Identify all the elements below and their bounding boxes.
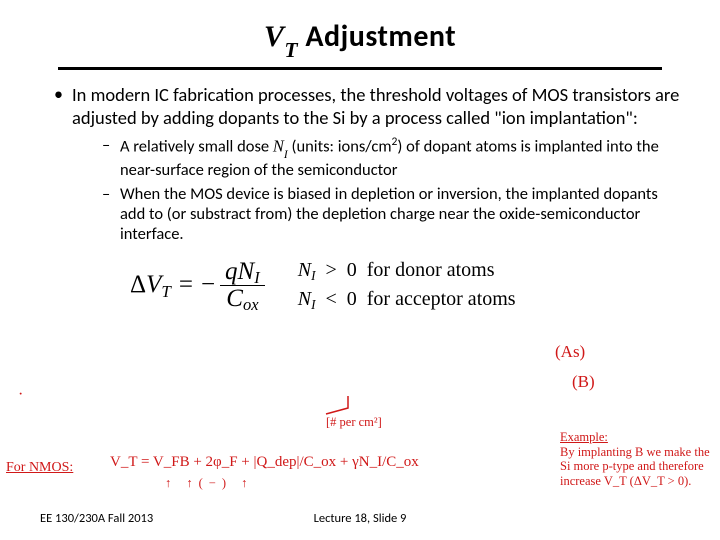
- sub1-ni-sub: I: [284, 149, 288, 161]
- equation-main: ΔVT = − qNI Cox: [130, 259, 266, 313]
- eq-delta: Δ: [130, 271, 146, 298]
- eq-v: V: [146, 271, 161, 298]
- title-sub-t: T: [284, 38, 298, 62]
- footer-left: EE 130/230A Fall 2013: [40, 511, 153, 526]
- hand-fornmos: For NMOS:: [6, 460, 73, 476]
- cond2-n: N: [298, 288, 311, 310]
- eq-equals: =: [179, 271, 193, 299]
- slide-title: VT Adjustment: [40, 18, 680, 65]
- eq-ox: ox: [243, 295, 259, 314]
- cond2-ni: NI: [298, 288, 316, 311]
- eq-bign: N: [238, 258, 255, 285]
- bullet-main-text: In modern IC fabrication processes, the …: [72, 83, 679, 129]
- sub-bullet-list: A relatively small dose NI (units: ions/…: [72, 135, 680, 244]
- hand-as: (As): [555, 342, 585, 362]
- hand-arrows: ↑ ↑(−) ↑: [165, 476, 253, 490]
- hand-example-body: By implanting B we make the Si more p-ty…: [560, 445, 710, 488]
- equation-row: ΔVT = − qNI Cox NI > 0 for donor atoms: [130, 259, 680, 313]
- footer-center: Lecture 18, Slide 9: [314, 511, 407, 526]
- eq-fraction: qNI Cox: [219, 259, 266, 313]
- sub-bullet-1: A relatively small dose NI (units: ions/…: [100, 135, 680, 180]
- hand-dot: ·: [18, 386, 23, 404]
- cond1-n: N: [298, 259, 311, 281]
- cond-donor: NI > 0 for donor atoms: [298, 259, 516, 282]
- bullet-list: In modern IC fabrication processes, the …: [40, 84, 680, 245]
- cond2-desc: for acceptor atoms: [367, 288, 516, 311]
- cond1-rel: >: [325, 259, 336, 282]
- sub1-b: (units: ions/cm: [288, 137, 392, 157]
- cond1-zero: 0: [347, 259, 357, 282]
- title-underline: [58, 67, 662, 70]
- title-v: V: [264, 20, 285, 53]
- cond2-i: I: [311, 297, 315, 312]
- eq-t: T: [161, 282, 170, 301]
- sub1-ni: N: [273, 137, 284, 156]
- eq-c: C: [226, 285, 243, 312]
- eq-den: Cox: [220, 285, 264, 312]
- hand-b: (B): [572, 372, 595, 392]
- cond-acceptor: NI < 0 for acceptor atoms: [298, 288, 516, 311]
- sub1-a: A relatively small dose: [120, 137, 273, 157]
- eq-q: q: [225, 258, 238, 285]
- bullet-main: In modern IC fabrication processes, the …: [50, 84, 680, 245]
- eq-num: qNI: [219, 259, 266, 285]
- eq-subi: I: [254, 268, 260, 287]
- cond2-rel: <: [325, 288, 336, 311]
- slide: VT Adjustment In modern IC fabrication p…: [0, 0, 720, 540]
- hand-eqline: V_T = V_FB + 2φ_F + |Q_dep|/C_ox + γN_I/…: [110, 454, 419, 471]
- title-rest: Adjustment: [298, 18, 456, 55]
- cond2-zero: 0: [347, 288, 357, 311]
- hand-example-title: Example:: [560, 430, 608, 444]
- cond1-i: I: [311, 268, 315, 283]
- eq-neg: −: [201, 271, 215, 299]
- sub-bullet-2: When the MOS device is biased in depleti…: [100, 184, 680, 244]
- cond1-ni: NI: [298, 259, 316, 282]
- conditions: NI > 0 for donor atoms NI < 0 for accept…: [298, 259, 516, 311]
- cond1-desc: for donor atoms: [367, 259, 495, 282]
- delta-vt: ΔVT: [130, 271, 171, 299]
- hand-percm: [# per cm²]: [326, 415, 382, 429]
